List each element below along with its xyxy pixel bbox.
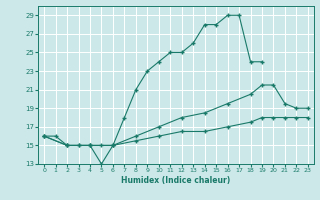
X-axis label: Humidex (Indice chaleur): Humidex (Indice chaleur) (121, 176, 231, 185)
